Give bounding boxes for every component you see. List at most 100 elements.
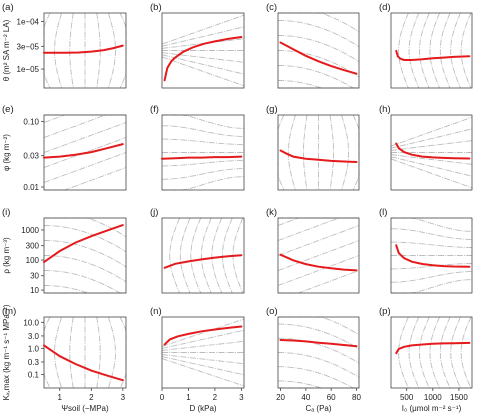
contour-line xyxy=(161,125,244,137)
contour-line xyxy=(221,217,233,294)
contour-line xyxy=(419,316,430,389)
panel-label: (f) xyxy=(150,104,159,115)
panel-label: (n) xyxy=(150,306,162,317)
x-tick-label: 3 xyxy=(239,393,244,402)
contour-line xyxy=(429,12,441,89)
panel-label: (o) xyxy=(266,306,278,317)
y-tick-label: 100 xyxy=(26,256,40,265)
contour-line xyxy=(190,217,202,294)
contour-line xyxy=(211,217,223,294)
panel-label: (d) xyxy=(379,2,391,13)
contour-line xyxy=(277,240,360,271)
panel-e: (e) 0.01 0.03 0.10 φ (kg m⁻²) xyxy=(2,104,127,192)
contour-line xyxy=(44,240,127,268)
contour-line xyxy=(408,12,420,89)
contour-line xyxy=(43,316,51,389)
x-tick-label: 0 xyxy=(160,393,165,402)
plot-frame xyxy=(43,217,127,294)
x-tick-label: 500 xyxy=(400,393,414,402)
series-line xyxy=(163,325,243,346)
contour-line xyxy=(419,12,430,89)
contour-line xyxy=(390,228,472,240)
contour-line xyxy=(44,270,126,294)
panel-p: (p) 500 1000 1500 I₀ (μmol m⁻² s⁻¹) xyxy=(379,306,473,413)
plot-frame xyxy=(161,217,245,294)
x-tick-label: 40 xyxy=(301,393,310,402)
contour-line xyxy=(303,114,308,191)
contour-line xyxy=(277,217,359,226)
panel-label: (e) xyxy=(2,104,14,115)
contour-line xyxy=(391,241,473,248)
contour-line xyxy=(278,80,359,89)
series-line xyxy=(279,253,358,272)
contour-line xyxy=(277,225,360,256)
y-tick-label: 1e−05 xyxy=(17,65,40,74)
panel-g: (g) xyxy=(266,104,360,191)
panel-c: (c) xyxy=(266,2,360,89)
contour-line xyxy=(278,12,360,33)
contour-line xyxy=(278,316,360,336)
plot-frame xyxy=(161,114,245,191)
contour-line xyxy=(169,217,181,294)
x-tick-label: 1 xyxy=(186,393,191,402)
contour-line xyxy=(450,12,461,89)
contour-line xyxy=(200,217,212,294)
x-tick-label: 3 xyxy=(121,393,126,402)
y-tick-label: 10 xyxy=(30,286,39,295)
contour-line xyxy=(161,358,245,387)
contour-line xyxy=(179,217,191,294)
contour-line xyxy=(161,318,245,347)
contour-line xyxy=(352,114,360,191)
plot-frame xyxy=(277,316,360,389)
series-line xyxy=(43,344,124,382)
contour-line xyxy=(278,323,360,350)
panel-f: (f) xyxy=(150,104,245,191)
plot-frame xyxy=(161,316,245,389)
contour-line xyxy=(44,285,126,294)
panel-label: (g) xyxy=(266,104,278,115)
x-axis-label: Ψsoil (−MPa) xyxy=(61,404,109,413)
panel-label: (k) xyxy=(266,207,277,218)
contour-line xyxy=(44,225,127,253)
x-tick-label: 1000 xyxy=(424,393,442,402)
contour-line xyxy=(161,168,244,180)
contour-line xyxy=(390,156,473,177)
contour-line xyxy=(278,20,360,48)
plot-frame xyxy=(390,114,473,191)
y-tick-label: 1000 xyxy=(21,226,39,235)
contour-line xyxy=(460,316,472,389)
plot-frame xyxy=(390,316,473,389)
plot-frame xyxy=(43,316,127,389)
x-tick-label: 60 xyxy=(327,393,336,402)
contour-line xyxy=(162,160,245,167)
x-tick-label: 2 xyxy=(213,393,218,402)
y-tick-label: 0.01 xyxy=(23,183,39,192)
contour-line xyxy=(390,140,473,151)
series-line xyxy=(279,149,358,163)
y-tick-label: 10.0 xyxy=(23,318,39,327)
plot-frame xyxy=(43,12,127,89)
contour-line xyxy=(390,158,473,189)
x-tick-label: 1 xyxy=(58,393,63,402)
contour-line xyxy=(54,12,63,89)
series-line xyxy=(43,143,124,159)
panel-label: (p) xyxy=(379,306,391,317)
contour-line xyxy=(390,271,472,283)
series-line xyxy=(279,41,358,75)
contour-line xyxy=(429,316,441,389)
contour-line xyxy=(161,340,245,351)
contour-line xyxy=(162,138,245,145)
series-line xyxy=(395,341,471,355)
plot-frame xyxy=(390,217,473,294)
contour-line xyxy=(278,35,360,63)
contour-line xyxy=(439,12,451,89)
y-tick-label: 3e−05 xyxy=(17,42,40,51)
plot-frame xyxy=(277,217,360,294)
contour-line xyxy=(43,137,127,168)
x-tick-label: 1500 xyxy=(450,393,468,402)
contour-line xyxy=(161,354,245,365)
panel-d: (d) xyxy=(379,2,473,89)
panel-a: (a) 1e−05 3e−05 1e−04 θ (m² SA m⁻² LA) xyxy=(2,2,127,89)
contour-line xyxy=(43,12,51,89)
